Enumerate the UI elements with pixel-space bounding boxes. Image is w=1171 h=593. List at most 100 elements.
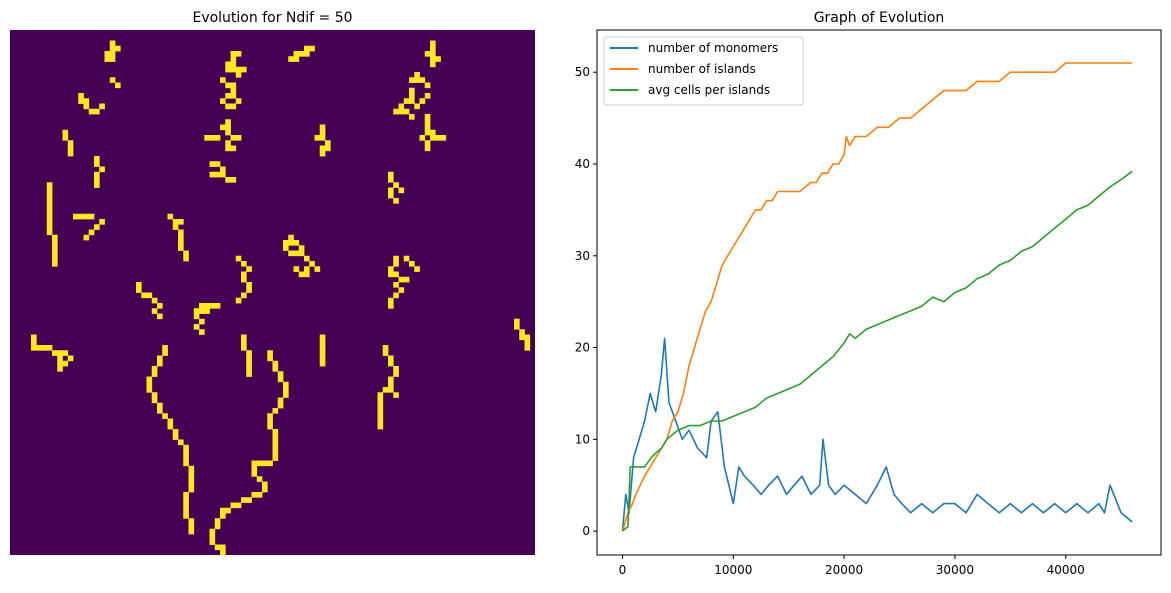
occupied-cell bbox=[220, 544, 226, 551]
occupied-cell bbox=[78, 213, 84, 220]
occupied-cell bbox=[235, 297, 242, 304]
occupied-cell bbox=[293, 266, 300, 272]
occupied-cell bbox=[277, 397, 284, 404]
y-tick-label: 10 bbox=[575, 432, 590, 446]
occupied-cell bbox=[319, 150, 326, 157]
occupied-cell bbox=[267, 418, 273, 425]
occupied-cell bbox=[157, 303, 163, 309]
occupied-cell bbox=[393, 182, 399, 188]
occupied-cell bbox=[230, 82, 237, 89]
occupied-cell bbox=[209, 303, 216, 309]
occupied-cell bbox=[46, 219, 53, 225]
occupied-cell bbox=[435, 135, 441, 141]
occupied-cell bbox=[183, 255, 189, 262]
plot-frame bbox=[596, 29, 1162, 556]
occupied-cell bbox=[409, 93, 415, 99]
occupied-cell bbox=[115, 82, 121, 89]
occupied-cell bbox=[314, 135, 321, 141]
occupied-cell bbox=[209, 171, 216, 178]
line-chart-title: Graph of Evolution bbox=[814, 10, 945, 26]
occupied-cell bbox=[225, 124, 231, 131]
occupied-cell bbox=[235, 66, 242, 73]
occupied-cell bbox=[319, 339, 326, 346]
occupied-cell bbox=[414, 266, 420, 272]
occupied-cell bbox=[246, 366, 252, 372]
occupied-cell bbox=[514, 318, 520, 325]
occupied-cell bbox=[419, 98, 426, 104]
occupied-cell bbox=[151, 397, 158, 404]
occupied-cell bbox=[241, 271, 247, 278]
occupied-cell bbox=[277, 402, 284, 409]
occupied-cell bbox=[88, 213, 95, 220]
y-tick-label: 20 bbox=[575, 341, 590, 355]
occupied-cell bbox=[251, 465, 258, 472]
occupied-cell bbox=[62, 135, 69, 141]
occupied-cell bbox=[262, 460, 268, 467]
occupied-cell bbox=[398, 276, 405, 283]
occupied-cell bbox=[256, 492, 263, 498]
occupied-cell bbox=[241, 292, 247, 299]
occupied-cell bbox=[424, 124, 431, 131]
occupied-cell bbox=[388, 192, 394, 199]
occupied-cell bbox=[57, 350, 63, 356]
occupied-cell bbox=[430, 129, 436, 136]
occupied-cell bbox=[388, 187, 394, 194]
occupied-cell bbox=[424, 119, 431, 125]
occupied-cell bbox=[319, 124, 326, 131]
occupied-cell bbox=[109, 77, 116, 83]
heatmap-background bbox=[10, 30, 535, 555]
occupied-cell bbox=[57, 360, 63, 367]
occupied-cell bbox=[109, 56, 116, 62]
occupied-cell bbox=[67, 145, 74, 152]
occupied-cell bbox=[241, 339, 247, 346]
occupied-cell bbox=[183, 502, 189, 509]
occupied-cell bbox=[272, 439, 279, 446]
occupied-cell bbox=[304, 271, 310, 278]
occupied-cell bbox=[31, 345, 37, 351]
occupied-cell bbox=[214, 135, 221, 141]
occupied-cell bbox=[393, 366, 399, 372]
occupied-cell bbox=[251, 460, 258, 467]
occupied-cell bbox=[67, 150, 74, 157]
occupied-cell bbox=[298, 250, 305, 257]
occupied-cell bbox=[319, 360, 326, 367]
occupied-cell bbox=[193, 313, 200, 320]
occupied-cell bbox=[309, 45, 315, 52]
evolution-heatmap-panel: Evolution for Ndif = 50 bbox=[10, 10, 535, 556]
occupied-cell bbox=[283, 240, 289, 246]
occupied-cell bbox=[167, 418, 174, 425]
occupied-cell bbox=[46, 198, 53, 204]
occupied-cell bbox=[388, 266, 394, 272]
occupied-cell bbox=[94, 182, 100, 188]
occupied-cell bbox=[235, 51, 242, 57]
occupied-cell bbox=[225, 145, 231, 152]
occupied-cell bbox=[172, 434, 179, 440]
occupied-cell bbox=[272, 366, 279, 372]
occupied-cell bbox=[230, 93, 237, 99]
occupied-cell bbox=[188, 528, 195, 535]
occupied-cell bbox=[204, 135, 210, 141]
occupied-cell bbox=[293, 56, 300, 62]
legend-box bbox=[603, 36, 804, 106]
occupied-cell bbox=[225, 82, 231, 89]
occupied-cell bbox=[183, 444, 189, 451]
occupied-cell bbox=[151, 366, 158, 372]
occupied-cell bbox=[157, 313, 163, 320]
occupied-cell bbox=[157, 402, 163, 409]
occupied-cell bbox=[393, 198, 399, 204]
occupied-cell bbox=[319, 355, 326, 362]
occupied-cell bbox=[31, 334, 37, 341]
occupied-cell bbox=[414, 77, 420, 83]
occupied-cell bbox=[298, 271, 305, 278]
occupied-cell bbox=[46, 208, 53, 215]
occupied-cell bbox=[377, 402, 384, 409]
occupied-cell bbox=[377, 392, 384, 398]
occupied-cell bbox=[419, 77, 426, 83]
occupied-cell bbox=[435, 56, 441, 62]
occupied-cell bbox=[178, 240, 184, 246]
occupied-cell bbox=[403, 98, 410, 104]
y-tick-label: 0 bbox=[582, 524, 590, 538]
occupied-cell bbox=[430, 45, 436, 52]
occupied-cell bbox=[209, 534, 216, 540]
